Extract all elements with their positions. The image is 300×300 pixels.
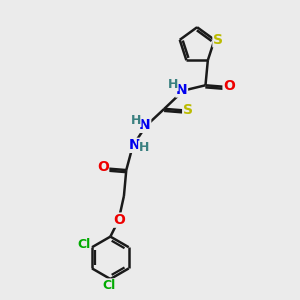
Text: S: S	[213, 33, 223, 47]
Text: O: O	[97, 160, 109, 174]
Text: Cl: Cl	[77, 238, 90, 251]
Text: N: N	[139, 118, 151, 132]
Text: H: H	[130, 113, 141, 127]
Text: H: H	[139, 141, 149, 154]
Text: N: N	[176, 83, 188, 97]
Text: H: H	[168, 78, 178, 91]
Text: S: S	[183, 103, 193, 117]
Text: O: O	[223, 79, 235, 93]
Text: O: O	[113, 213, 125, 227]
Text: N: N	[129, 138, 140, 152]
Text: Cl: Cl	[102, 279, 116, 292]
